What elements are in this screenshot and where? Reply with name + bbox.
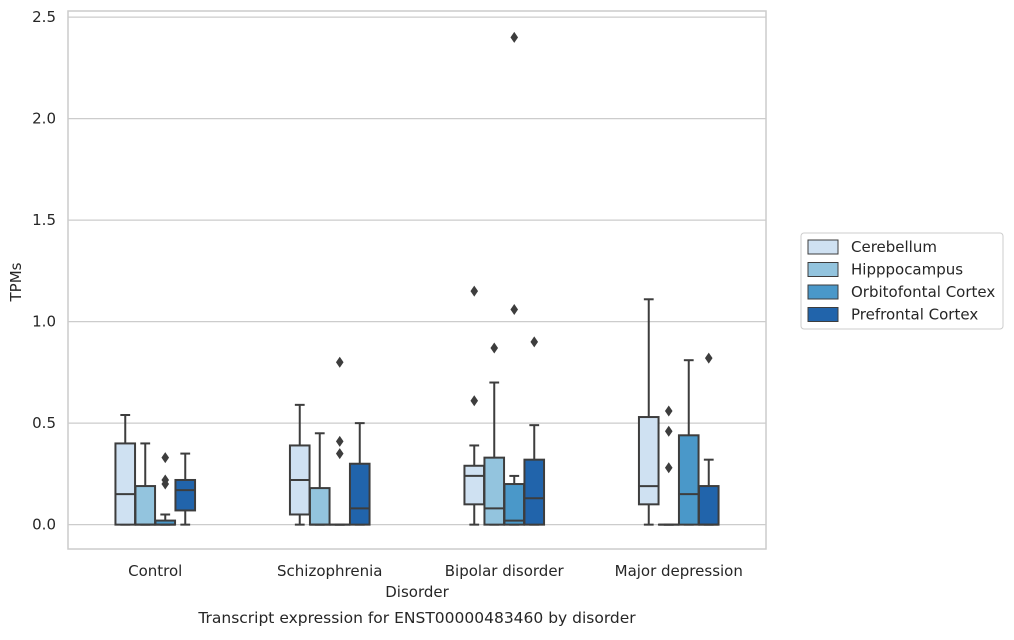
box-iqr <box>310 488 330 525</box>
box-iqr <box>504 484 524 525</box>
outlier-point <box>510 304 518 315</box>
outlier-point <box>665 405 673 416</box>
y-axis-label: TPMs <box>7 262 25 302</box>
x-tick-labels: Control Schizophrenia Bipolar disorder Majo… <box>128 562 743 580</box>
x-axis-label: Disorder <box>385 583 449 601</box>
box-prefrontal-cortex <box>524 336 544 524</box>
outlier-point <box>665 426 673 437</box>
chart-caption: Transcript expression for ENST0000048346… <box>197 609 636 627</box>
legend-label: Orbitofontal Cortex <box>851 283 995 301</box>
box-prefrontal-cortex <box>699 353 719 525</box>
box-iqr <box>524 460 544 525</box>
outlier-point <box>530 336 538 347</box>
y-tick-label: 1.0 <box>32 313 56 331</box>
outlier-point <box>490 343 498 354</box>
outlier-point <box>510 32 518 43</box>
box-prefrontal-cortex <box>350 423 370 525</box>
outlier-point <box>161 452 169 463</box>
grid-layer <box>68 17 766 525</box>
y-tick-label: 2.5 <box>32 8 56 26</box>
x-tick-label: Major depression <box>615 562 743 580</box>
legend-swatch <box>808 308 838 322</box>
outlier-point <box>336 448 344 459</box>
box-iqr <box>639 417 659 504</box>
outlier-point <box>336 357 344 368</box>
legend: Cerebellum Hipppocampus Orbitofontal Corte… <box>801 233 1003 329</box>
box-iqr <box>175 480 195 510</box>
y-tick-label: 0.5 <box>32 414 56 432</box>
box-iqr <box>699 486 719 525</box>
box-orbitofontal-cortex <box>679 360 699 524</box>
legend-label: Hipppocampus <box>851 261 963 279</box>
outlier-point <box>470 286 478 297</box>
x-tick-label: Bipolar disorder <box>445 562 565 580</box>
outlier-point <box>665 462 673 473</box>
legend-swatch <box>808 263 838 277</box>
legend-label: Prefrontal Cortex <box>851 306 978 324</box>
box-cerebellum <box>639 299 659 524</box>
box-orbitofontal-cortex <box>155 452 175 524</box>
y-tick-label: 1.5 <box>32 211 56 229</box>
boxes-layer <box>115 32 718 525</box>
outlier-point <box>470 395 478 406</box>
x-tick-label: Control <box>128 562 182 580</box>
box-orbitofontal-cortex <box>330 357 350 525</box>
box-hipppocampus <box>484 343 504 525</box>
y-tick-label: 0.0 <box>32 516 56 534</box>
box-iqr <box>464 466 484 505</box>
box-iqr <box>115 443 135 524</box>
outlier-point <box>336 436 344 447</box>
x-tick-label: Schizophrenia <box>277 562 382 580</box>
box-iqr <box>135 486 155 525</box>
box-iqr <box>679 435 699 524</box>
box-cerebellum <box>115 415 135 525</box>
box-prefrontal-cortex <box>175 454 195 525</box>
legend-label: Cerebellum <box>851 238 937 256</box>
y-tick-labels: 0.0 0.5 1.0 1.5 2.0 2.5 <box>32 8 56 534</box>
outlier-point <box>705 353 713 364</box>
box-iqr <box>350 464 370 525</box>
legend-swatch <box>808 240 838 254</box>
plot-frame <box>68 11 766 549</box>
box-hipppocampus <box>310 433 330 524</box>
y-tick-label: 2.0 <box>32 110 56 128</box>
legend-swatch <box>808 285 838 299</box>
box-hipppocampus <box>135 443 155 524</box>
box-orbitofontal-cortex <box>504 32 524 525</box>
box-iqr <box>484 458 504 525</box>
